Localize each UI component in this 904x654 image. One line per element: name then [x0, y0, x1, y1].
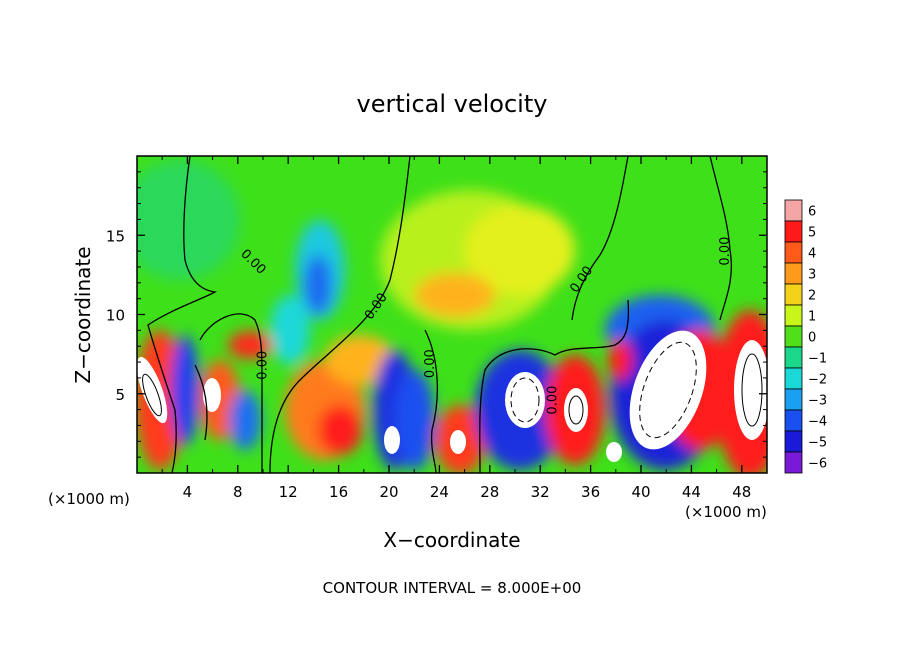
- colorbar-swatch: [784, 325, 803, 348]
- x-tick-label: 4: [183, 483, 193, 501]
- x-tick-label: 16: [329, 483, 348, 501]
- y-axis-label: Z−coordinate: [71, 246, 95, 383]
- colorbar-swatch: [784, 388, 803, 411]
- y-tick-label: 5: [115, 386, 125, 404]
- field-blob: [229, 390, 261, 450]
- field-peak: [384, 426, 400, 454]
- colorbar-tick-label: 1: [808, 310, 816, 325]
- field-blob: [608, 340, 632, 380]
- contour-line: [269, 156, 411, 473]
- colorbar-swatch: [784, 367, 803, 390]
- colorbar-tick-label: 2: [808, 289, 816, 304]
- colorbar-tick-label: 4: [808, 247, 816, 262]
- field-blob: [270, 295, 310, 365]
- y-tick-label: 10: [106, 307, 125, 325]
- contour-line: [741, 353, 763, 427]
- colorbar-tick-label: −6: [808, 457, 827, 472]
- colorbar-swatch: [784, 451, 803, 474]
- field-peak: [203, 378, 221, 412]
- positive-contours: [142, 353, 763, 427]
- colorbar-tick-label: 3: [808, 268, 816, 283]
- chart-title: vertical velocity: [357, 90, 548, 118]
- contour-line: [639, 341, 697, 439]
- contour-line: [199, 313, 263, 473]
- x-axis-ticks: 4 8 12 16 20 24 28 32 36 40 44 48: [161, 156, 751, 501]
- contour-line: [479, 299, 630, 473]
- colorbar-tick-label: 5: [808, 226, 816, 241]
- x-tick-label: 48: [732, 483, 751, 501]
- field-peak: [564, 388, 588, 432]
- colorbar-swatch: [784, 241, 803, 264]
- contour-line: [147, 156, 218, 473]
- x-tick-label: 44: [682, 483, 701, 501]
- contour-interval-annotation: CONTOUR INTERVAL = 8.000E+00: [323, 579, 582, 597]
- x-unit-label-left: (×1000 m): [48, 490, 130, 508]
- field-blob: [415, 273, 495, 317]
- contour-line: [709, 156, 732, 321]
- contour-line: [510, 377, 540, 423]
- colorbar-swatch: [784, 304, 803, 327]
- x-tick-label: 36: [581, 483, 600, 501]
- heatmap-field: 0.000.000.000.000.000.000.00: [137, 156, 767, 473]
- field-blob: [325, 335, 395, 385]
- colorbar-tick-label: 6: [808, 205, 816, 220]
- y-axis-ticks: 5 10 15: [106, 171, 767, 458]
- field-peak: [629, 330, 707, 450]
- colorbar-swatch: [784, 430, 803, 453]
- colorbar-swatch: [784, 409, 803, 432]
- contour-line: [571, 156, 629, 321]
- colorbar-swatch: [784, 199, 803, 222]
- contour-label: 0.00: [423, 349, 438, 378]
- colorbar: 6 5 4 3 2 1 0 −1 −2 −3 −4 −5 −6: [784, 199, 827, 474]
- colorbar-tick-label: −5: [808, 436, 827, 451]
- colorbar-tick-label: 0: [808, 331, 816, 346]
- zero-contours: [147, 156, 732, 473]
- colorbar-tick-label: −3: [808, 394, 827, 409]
- field-peak: [505, 372, 545, 428]
- contour-label: 0.00: [256, 351, 271, 380]
- colorbar-swatch: [784, 220, 803, 243]
- field-peak: [606, 442, 622, 462]
- field-peak: [450, 430, 466, 454]
- field-blob: [304, 255, 332, 315]
- colorbar-tick-label: −1: [808, 352, 827, 367]
- x-tick-label: 24: [430, 483, 449, 501]
- field-peak: [137, 356, 168, 424]
- colorbar-swatch: [784, 346, 803, 369]
- colorbar-swatch: [784, 283, 803, 306]
- contour-label: 0.00: [718, 237, 733, 266]
- x-axis-label: X−coordinate: [383, 528, 520, 552]
- y-tick-label: 15: [106, 227, 125, 245]
- colorbar-swatch: [784, 262, 803, 285]
- x-tick-label: 32: [531, 483, 550, 501]
- x-tick-label: 40: [631, 483, 650, 501]
- field-blob: [137, 160, 240, 280]
- field-blob: [465, 205, 575, 295]
- x-tick-label: 12: [279, 483, 298, 501]
- contour-line: [568, 395, 584, 425]
- colorbar-tick-label: −4: [808, 415, 827, 430]
- contour-line: [194, 364, 208, 441]
- colorbar-tick-label: −2: [808, 373, 827, 388]
- x-unit-label-right: (×1000 m): [685, 503, 767, 521]
- contour-line: [424, 329, 438, 473]
- negative-contours: [510, 341, 697, 439]
- contour-label: 0.00: [545, 386, 560, 415]
- contour-line: [142, 373, 162, 417]
- field-blob: [171, 335, 199, 445]
- field-blob: [395, 370, 435, 470]
- x-tick-label: 8: [233, 483, 243, 501]
- x-tick-label: 20: [379, 483, 398, 501]
- field-blob: [318, 405, 362, 455]
- x-tick-label: 28: [480, 483, 499, 501]
